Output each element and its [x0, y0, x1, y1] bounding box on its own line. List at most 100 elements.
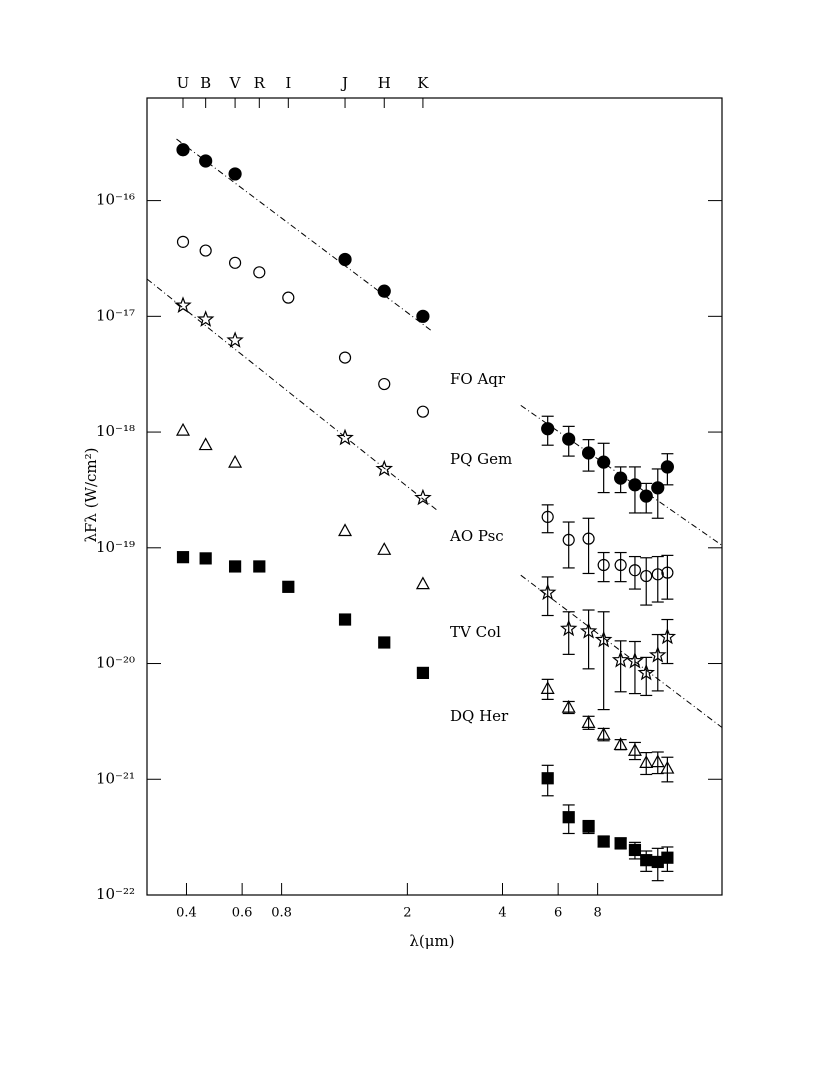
point [174, 296, 192, 313]
point [228, 256, 242, 269]
x-tick-label: 0.8 [271, 906, 292, 921]
point [199, 154, 213, 168]
point [596, 726, 611, 740]
point [377, 542, 392, 555]
point [613, 737, 628, 751]
y-tick-label: 10⁻²² [96, 885, 135, 903]
point [651, 568, 664, 581]
point [594, 630, 613, 648]
x-tick-label: 2 [403, 906, 411, 921]
band-label: J [340, 74, 348, 92]
band-label: B [200, 74, 211, 92]
point [597, 835, 610, 848]
point [660, 760, 675, 774]
band-label: V [229, 74, 242, 92]
point [541, 510, 554, 523]
point [198, 437, 213, 451]
point [199, 244, 212, 257]
point [639, 755, 654, 768]
point [228, 167, 242, 181]
point [614, 558, 627, 572]
point [415, 576, 430, 590]
point [414, 488, 432, 506]
point [660, 460, 674, 474]
point [176, 143, 190, 157]
point [648, 645, 667, 663]
point [228, 454, 243, 468]
point [416, 309, 430, 323]
band-label: U [177, 74, 190, 92]
point [538, 583, 557, 601]
fit-line [520, 574, 723, 728]
point [582, 532, 595, 545]
point [628, 478, 642, 492]
point [560, 619, 578, 637]
point [541, 772, 554, 785]
point [377, 284, 391, 298]
y-tick-label: 10⁻²¹ [96, 769, 135, 787]
point [562, 533, 575, 547]
point [228, 560, 242, 573]
point [253, 266, 266, 279]
x-tick-label: 8 [593, 906, 601, 921]
point [378, 377, 391, 391]
point [661, 566, 674, 579]
point [282, 580, 295, 593]
point [199, 552, 212, 565]
band-label: R [254, 74, 266, 92]
band-label: K [417, 74, 429, 92]
point [640, 854, 653, 867]
point [416, 405, 430, 418]
point [650, 754, 665, 768]
point [378, 636, 391, 649]
series-label: TV Col [450, 623, 501, 641]
y-tick-label: 10⁻¹⁹ [96, 538, 135, 556]
point [614, 837, 627, 850]
point [658, 627, 677, 645]
point [579, 622, 598, 639]
y-tick-label: 10⁻¹⁷ [96, 306, 135, 324]
series-label: AO Psc [449, 527, 504, 545]
y-tick-label: 10⁻¹⁶ [96, 191, 135, 209]
plot-frame [146, 97, 723, 896]
point [651, 481, 665, 495]
point [226, 331, 244, 348]
point [628, 564, 642, 577]
point [176, 235, 190, 248]
point [562, 811, 575, 824]
x-tick-label: 6 [554, 906, 562, 921]
y-tick-label: 10⁻²⁰ [96, 654, 135, 672]
point [582, 820, 595, 833]
point [597, 455, 611, 469]
point [338, 351, 352, 364]
point [175, 422, 191, 436]
point [581, 446, 596, 460]
x-tick-label: 0.4 [176, 906, 197, 921]
point [639, 489, 653, 503]
point [661, 851, 674, 864]
point [562, 432, 576, 446]
point [627, 743, 642, 756]
x-axis-label: λ(μm) [409, 932, 454, 950]
point [541, 422, 555, 436]
fit-line [146, 278, 438, 511]
point [581, 715, 596, 728]
point [614, 471, 628, 485]
y-tick-label: 10⁻¹⁸ [96, 422, 135, 440]
point [375, 459, 394, 477]
point [640, 569, 653, 583]
point [597, 558, 610, 572]
point [611, 650, 630, 668]
band-label: H [378, 74, 391, 92]
x-tick-label: 0.6 [232, 906, 253, 921]
point [338, 613, 352, 626]
point [626, 651, 644, 669]
point [637, 663, 656, 681]
point [540, 681, 555, 694]
point [282, 291, 295, 304]
x-tick-label: 4 [498, 906, 506, 921]
fit-line [176, 138, 431, 331]
point [561, 699, 576, 713]
point [338, 523, 353, 537]
